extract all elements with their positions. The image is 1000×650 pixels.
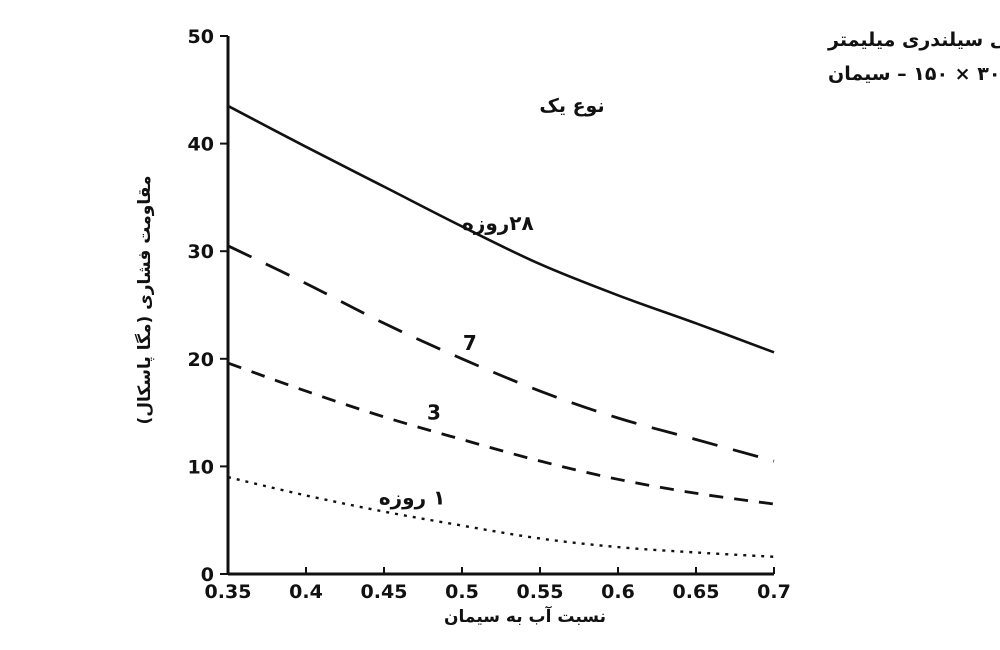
axes bbox=[220, 35, 775, 576]
x-tick-label: 0.7 bbox=[757, 581, 791, 603]
series-lines bbox=[227, 104, 775, 558]
x-tick-label: 0.5 bbox=[445, 581, 479, 603]
y-tick-label: 40 bbox=[188, 134, 214, 156]
x-axis-title: نسبت آب به سیمان bbox=[444, 605, 606, 627]
x-tick-label: 0.45 bbox=[361, 581, 408, 603]
y-tick-label: 20 bbox=[188, 349, 214, 371]
annotation-line-2: نوع یک bbox=[539, 95, 604, 117]
series-line-1 bbox=[227, 244, 775, 463]
series-label-2: 3 bbox=[427, 400, 441, 424]
x-tick-label: 0.4 bbox=[289, 581, 323, 603]
x-tick-label: 0.65 bbox=[673, 581, 720, 603]
series-line-2 bbox=[227, 361, 775, 506]
x-tick-label: 0.55 bbox=[517, 581, 564, 603]
series-line-3 bbox=[227, 475, 775, 558]
annotation-line-1: برتلند معمولی یا ۳۰۰ × ۱۵۰ – سیمان bbox=[828, 63, 1000, 85]
y-tick-label: 30 bbox=[188, 241, 214, 263]
y-axis-title: مقاومت فشاری (مگا پاسکال) bbox=[134, 175, 155, 424]
x-tick-label: 0.6 bbox=[601, 581, 635, 603]
series-label-3: ۱ روزه bbox=[379, 486, 445, 510]
annotation: بتن بدون هوا- نمونه‌هایی سیلندری میلیمتر… bbox=[539, 29, 1000, 117]
series-line-0 bbox=[227, 104, 775, 354]
y-tick-label: 10 bbox=[188, 456, 214, 478]
series-labels: ۲۸روزه 7 3 ۱ روزه bbox=[379, 211, 534, 510]
y-tick-label: 0 bbox=[201, 564, 214, 586]
series-label-0: ۲۸روزه bbox=[462, 211, 534, 235]
x-tick-label: 0.35 bbox=[205, 581, 252, 603]
annotation-line-0: بتن بدون هوا- نمونه‌هایی سیلندری میلیمتر bbox=[827, 29, 1000, 51]
y-tick-label: 50 bbox=[188, 26, 214, 48]
tick-labels: 0 10 20 30 40 50 0.35 0.4 0.45 0.5 0.55 0.6 0.65 0.7 bbox=[188, 26, 791, 603]
series-label-1: 7 bbox=[463, 331, 477, 355]
